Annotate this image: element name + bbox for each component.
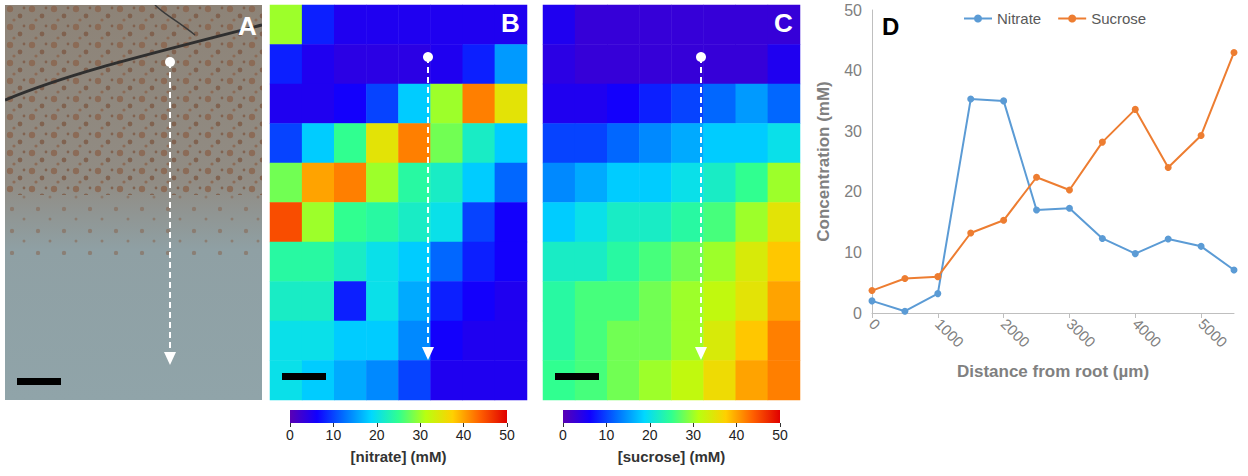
- svg-text:20: 20: [369, 427, 385, 443]
- svg-text:50: 50: [844, 2, 862, 19]
- svg-text:Concentration (mM): Concentration (mM): [814, 81, 833, 242]
- svg-text:20: 20: [844, 183, 862, 200]
- svg-text:Nitrate: Nitrate: [997, 10, 1041, 27]
- svg-text:0: 0: [559, 427, 567, 443]
- svg-text:D: D: [882, 13, 899, 40]
- svg-text:C: C: [774, 8, 793, 38]
- svg-text:3000: 3000: [1063, 315, 1099, 351]
- svg-text:30: 30: [844, 123, 862, 140]
- svg-text:4000: 4000: [1129, 315, 1165, 351]
- svg-text:2000: 2000: [998, 315, 1034, 351]
- svg-text:[nitrate] (mM): [nitrate] (mM): [351, 448, 447, 465]
- svg-text:Sucrose: Sucrose: [1091, 10, 1146, 27]
- svg-text:40: 40: [729, 427, 745, 443]
- svg-text:10: 10: [844, 244, 862, 261]
- svg-text:40: 40: [844, 62, 862, 79]
- svg-text:5000: 5000: [1195, 315, 1231, 351]
- svg-text:B: B: [501, 8, 520, 38]
- svg-text:A: A: [238, 11, 257, 41]
- svg-text:40: 40: [456, 427, 472, 443]
- svg-text:0: 0: [853, 305, 862, 322]
- svg-text:[sucrose] (mM): [sucrose] (mM): [618, 448, 726, 465]
- svg-text:30: 30: [685, 427, 701, 443]
- svg-text:50: 50: [499, 427, 515, 443]
- svg-text:20: 20: [642, 427, 658, 443]
- svg-text:30: 30: [412, 427, 428, 443]
- svg-text:Distance from root (µm): Distance from root (µm): [957, 362, 1149, 381]
- svg-text:10: 10: [599, 427, 615, 443]
- svg-text:0: 0: [866, 315, 884, 333]
- svg-text:10: 10: [326, 427, 342, 443]
- svg-text:0: 0: [286, 427, 294, 443]
- svg-text:50: 50: [772, 427, 788, 443]
- svg-text:1000: 1000: [932, 315, 968, 351]
